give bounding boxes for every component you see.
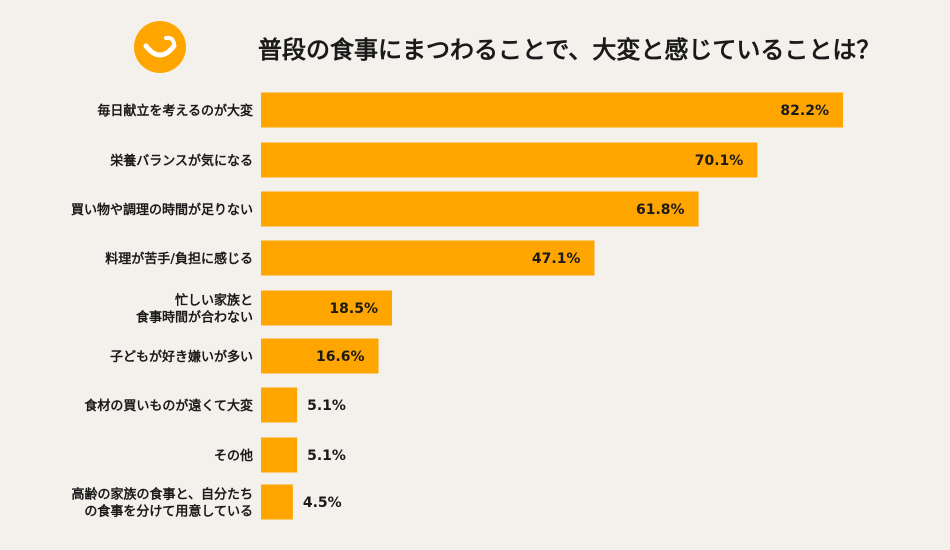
bar-5 bbox=[261, 290, 392, 326]
value-label-4: 47.1% bbox=[532, 251, 581, 267]
bar-6 bbox=[261, 338, 379, 374]
value-label-2: 70.1% bbox=[695, 153, 744, 169]
bar-2 bbox=[261, 142, 758, 178]
smile-icon bbox=[134, 21, 186, 73]
category-label-8: その他 bbox=[214, 448, 253, 464]
value-label-3: 61.8% bbox=[636, 202, 685, 218]
category-label-4: 料理が苦手/負担に感じる bbox=[105, 251, 253, 267]
category-label-6: 子どもが好き嫌いが多い bbox=[110, 349, 253, 365]
value-label-6: 16.6% bbox=[316, 349, 365, 365]
bar-8 bbox=[261, 437, 298, 473]
bar-3 bbox=[261, 191, 699, 227]
category-label-2: 栄養バランスが気になる bbox=[109, 153, 253, 169]
bar-4 bbox=[261, 240, 595, 276]
bar-9 bbox=[261, 484, 293, 520]
value-label-5: 18.5% bbox=[329, 301, 378, 317]
value-label-7: 5.1% bbox=[307, 398, 346, 414]
bar-7 bbox=[261, 387, 298, 423]
category-label-3: 買い物や調理の時間が足りない bbox=[71, 202, 253, 218]
bar-1 bbox=[261, 92, 843, 128]
category-label-9-line-2: の食事を分けて用意している bbox=[84, 504, 253, 520]
chart-title: 普段の食事にまつわることで、大変と感じていることは？ bbox=[258, 36, 881, 64]
category-label-9-line-1: 高齢の家族の食事と、自分たち bbox=[72, 487, 253, 503]
category-label-5-line-2: 食事時間が合わない bbox=[136, 310, 253, 326]
category-label-7: 食材の買いものが遠くて大変 bbox=[84, 398, 253, 414]
category-label-1: 毎日献立を考えるのが大変 bbox=[97, 103, 253, 119]
category-label-5-line-1: 忙しい家族と bbox=[175, 293, 253, 309]
value-label-9: 4.5% bbox=[303, 495, 342, 511]
value-label-1: 82.2% bbox=[780, 103, 829, 119]
value-label-8: 5.1% bbox=[307, 448, 346, 464]
